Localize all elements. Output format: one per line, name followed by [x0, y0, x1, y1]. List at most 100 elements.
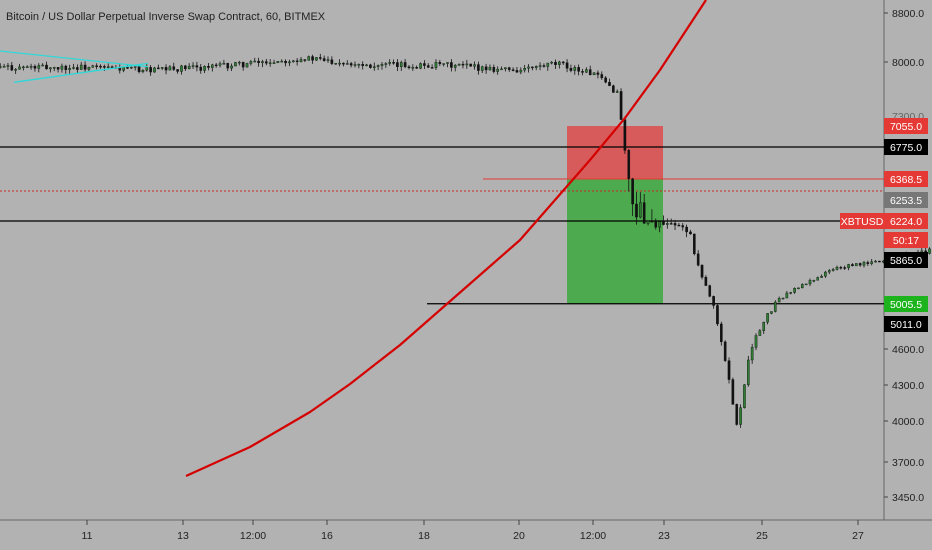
candle-body: [238, 61, 241, 64]
candle-body: [639, 202, 642, 218]
risk-reward-zones[interactable]: [483, 126, 884, 304]
candle-body: [743, 384, 746, 408]
candle-body: [446, 62, 449, 64]
candle-body: [334, 63, 338, 65]
candle-body: [700, 265, 704, 278]
candle-body: [157, 67, 160, 70]
candle-body: [727, 360, 731, 380]
candle-body: [854, 263, 858, 267]
candle-body: [211, 64, 214, 68]
current-label: 6224.0: [890, 216, 922, 228]
candle-body: [438, 62, 442, 65]
time-axis-ticks: 11 13 12:00 16 18 20 12:00 23 25 27: [82, 520, 864, 542]
candle-body: [480, 66, 484, 71]
candle-body: [858, 263, 862, 266]
y-tick-label: 4000.0: [892, 416, 924, 428]
candle-body: [870, 261, 873, 264]
triangle-pattern[interactable]: [0, 50, 149, 83]
candle-body: [608, 82, 611, 86]
candle-body: [531, 66, 534, 69]
candle-body: [523, 68, 526, 71]
triangle-line[interactable]: [13, 62, 149, 83]
candle-body: [758, 330, 762, 336]
candle-body: [720, 323, 723, 343]
candle-body: [623, 119, 627, 151]
candle-body: [565, 62, 569, 69]
last-badge: [884, 192, 928, 208]
x-tick-label: 12:00: [240, 530, 266, 542]
candle-body: [820, 275, 823, 278]
candle-body: [596, 72, 600, 75]
price-axis-background[interactable]: [884, 0, 932, 550]
candle-body: [511, 69, 515, 71]
candle-body: [318, 57, 322, 59]
candle-body: [241, 61, 245, 68]
candle-body: [658, 221, 661, 228]
candle-body: [442, 63, 445, 65]
candle-body: [168, 66, 172, 71]
candle-body: [203, 66, 206, 71]
candle-body: [130, 66, 133, 69]
candle-body: [708, 285, 712, 297]
candle-body: [600, 74, 604, 79]
candle-body: [878, 260, 881, 263]
candle-body: [797, 287, 800, 290]
candle-body: [646, 220, 650, 224]
candle-body: [103, 66, 106, 68]
candle-body: [295, 60, 299, 63]
candle-body: [396, 62, 399, 67]
stop-label: 5005.5: [890, 299, 922, 311]
candle-body: [64, 65, 68, 70]
candle-body: [399, 62, 403, 67]
candle-body: [866, 262, 870, 264]
candle-body: [619, 91, 623, 120]
candle-body: [72, 67, 75, 69]
countdown-label: 50:17: [893, 235, 919, 247]
candle-body: [126, 67, 129, 69]
candle-body: [631, 178, 634, 205]
candle-body: [419, 63, 422, 69]
candle-body: [735, 404, 739, 425]
candle-body: [99, 65, 102, 68]
candle-body: [253, 60, 257, 63]
candle-body: [257, 60, 260, 63]
target-zone[interactable]: [567, 126, 663, 179]
candle-body: [226, 63, 230, 69]
candle-body: [693, 233, 696, 255]
candle-body: [184, 65, 187, 70]
candle-body: [384, 63, 388, 65]
candle-body: [793, 288, 796, 293]
candle-body: [519, 69, 523, 73]
horizontal-levels[interactable]: [0, 146, 884, 305]
triangle-line[interactable]: [0, 50, 149, 68]
candle-body: [839, 267, 843, 269]
parabolic-curve[interactable]: [185, 0, 707, 478]
candle-body: [191, 65, 195, 67]
target-top-badge: [884, 118, 928, 134]
candle-body: [234, 62, 237, 67]
last-label: 6253.5: [890, 195, 922, 207]
candle-body: [83, 64, 87, 70]
candle-body: [477, 64, 480, 71]
candle-body: [415, 67, 418, 69]
candle-body: [137, 66, 141, 73]
x-tick-label: 27: [852, 530, 864, 542]
candle-body: [230, 65, 233, 69]
candle-body: [303, 59, 307, 61]
candle-body: [392, 62, 395, 64]
candle-body: [585, 69, 588, 73]
candle-body: [461, 63, 465, 66]
candle-body: [187, 65, 191, 70]
candle-body: [91, 65, 95, 68]
candle-body: [469, 63, 472, 67]
candle-body: [338, 62, 341, 65]
candle-body: [492, 67, 496, 72]
candle-body: [673, 223, 677, 226]
parabola-curve-line[interactable]: [185, 0, 707, 478]
candle-body: [403, 62, 407, 68]
stop-zone[interactable]: [567, 179, 663, 304]
candle-body: [500, 68, 503, 71]
candle-body: [265, 61, 268, 64]
